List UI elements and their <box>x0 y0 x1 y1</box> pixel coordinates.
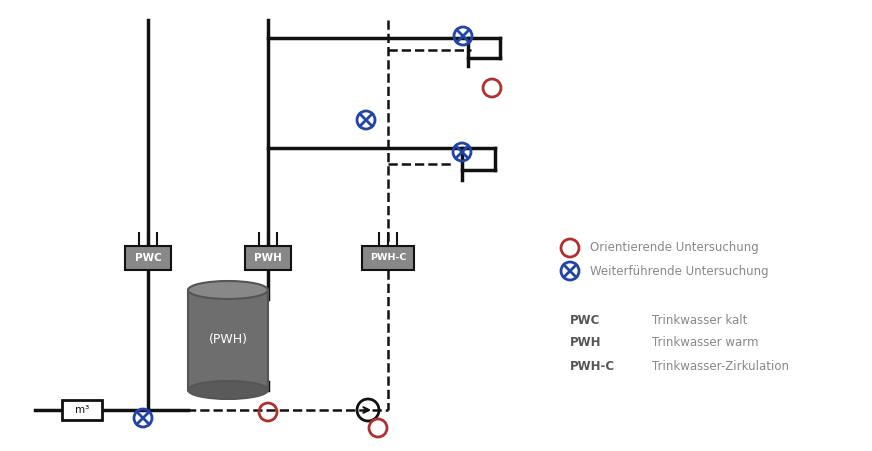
Bar <box>188 290 268 390</box>
Text: Trinkwasser-Zirkulation: Trinkwasser-Zirkulation <box>652 359 789 373</box>
Text: Orientierende Untersuchung: Orientierende Untersuchung <box>590 241 759 254</box>
Text: PWH: PWH <box>570 336 602 350</box>
Text: PWH-C: PWH-C <box>570 359 615 373</box>
Text: Trinkwasser kalt: Trinkwasser kalt <box>652 313 747 327</box>
Ellipse shape <box>188 381 268 399</box>
Text: PWC: PWC <box>570 313 601 327</box>
Text: PWC: PWC <box>134 253 161 263</box>
Text: m³: m³ <box>75 405 89 415</box>
Ellipse shape <box>188 281 268 299</box>
FancyBboxPatch shape <box>362 246 414 270</box>
FancyBboxPatch shape <box>245 246 291 270</box>
Text: (PWH): (PWH) <box>208 333 248 346</box>
Text: Weiterführende Untersuchung: Weiterführende Untersuchung <box>590 264 768 277</box>
Bar <box>62 400 102 420</box>
Text: Trinkwasser warm: Trinkwasser warm <box>652 336 759 350</box>
FancyBboxPatch shape <box>125 246 171 270</box>
Text: PWH-C: PWH-C <box>370 253 406 262</box>
Text: PWH: PWH <box>254 253 282 263</box>
